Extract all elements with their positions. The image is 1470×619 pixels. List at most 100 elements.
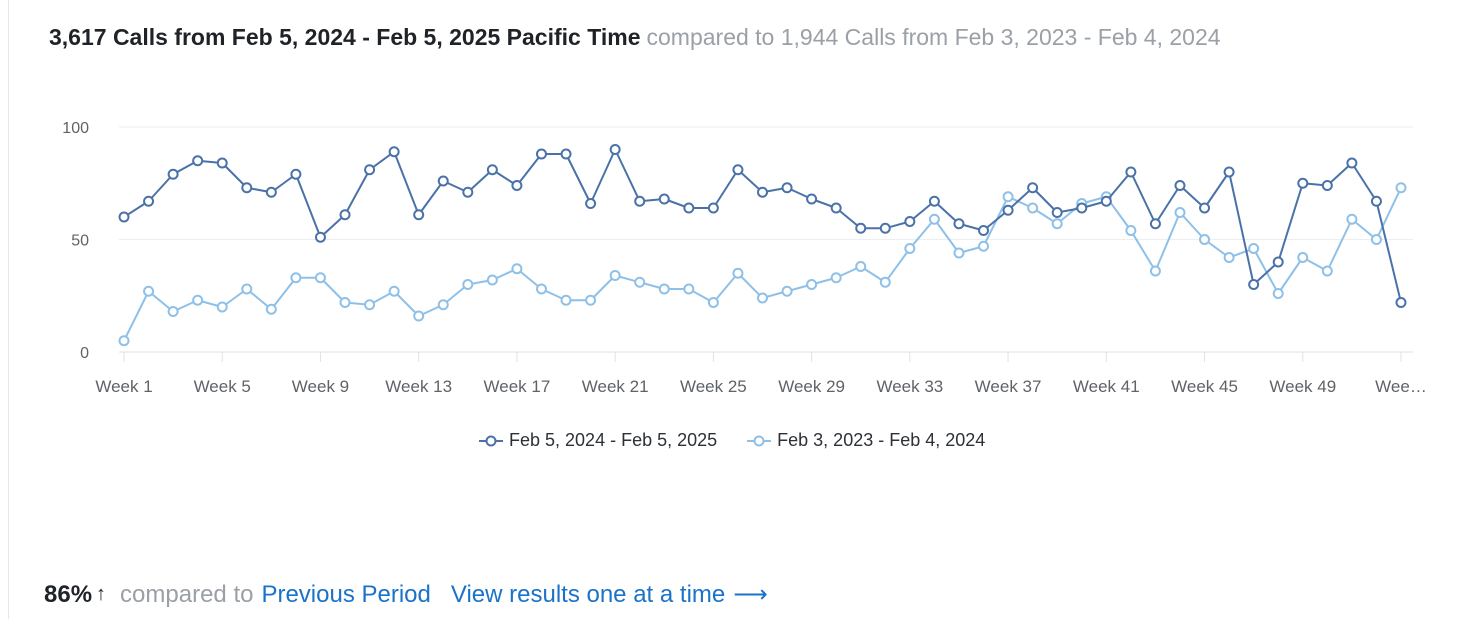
current-point-week-4[interactable] <box>192 155 204 167</box>
current-point-week-37[interactable] <box>1002 204 1014 216</box>
previous-point-week-11[interactable] <box>364 299 376 311</box>
current-point-week-48[interactable] <box>1272 256 1284 268</box>
previous-point-week-5[interactable] <box>216 301 228 313</box>
current-point-week-46[interactable] <box>1223 166 1235 178</box>
previous-point-week-47[interactable] <box>1248 243 1260 254</box>
current-point-week-26[interactable] <box>732 164 744 176</box>
current-point-week-30[interactable] <box>830 202 842 214</box>
current-point-week-20[interactable] <box>585 198 597 209</box>
previous-point-week-35[interactable] <box>953 247 965 259</box>
current-point-week-39[interactable] <box>1051 207 1063 218</box>
previous-point-week-43[interactable] <box>1149 265 1161 277</box>
previous-point-week-27[interactable] <box>757 292 768 304</box>
current-point-week-11[interactable] <box>364 164 376 176</box>
previous-point-week-9[interactable] <box>314 272 326 284</box>
current-point-week-36[interactable] <box>978 225 990 236</box>
previous-point-week-31[interactable] <box>855 261 867 272</box>
current-point-week-2[interactable] <box>143 195 155 207</box>
current-point-week-6[interactable] <box>241 182 253 194</box>
current-point-week-1[interactable] <box>118 211 130 223</box>
previous-point-week-32[interactable] <box>879 276 891 288</box>
previous-point-week-51[interactable] <box>1346 213 1358 225</box>
current-point-week-24[interactable] <box>683 202 695 214</box>
current-point-week-27[interactable] <box>757 186 768 198</box>
current-point-week-8[interactable] <box>290 168 302 180</box>
previous-point-week-16[interactable] <box>486 274 498 286</box>
legend-item-previous[interactable]: Feb 3, 2023 - Feb 4, 2024 <box>747 430 985 451</box>
current-point-week-9[interactable] <box>314 231 326 243</box>
previous-point-week-1[interactable] <box>118 335 130 347</box>
previous-point-week-4[interactable] <box>192 294 204 306</box>
previous-point-week-7[interactable] <box>265 303 277 315</box>
current-point-week-21[interactable] <box>609 144 621 155</box>
current-point-week-43[interactable] <box>1149 218 1161 230</box>
previous-point-week-22[interactable] <box>634 276 646 288</box>
previous-point-week-10[interactable] <box>339 297 351 308</box>
previous-point-week-6[interactable] <box>241 283 253 295</box>
previous-point-week-3[interactable] <box>167 306 179 317</box>
previous-point-week-15[interactable] <box>462 279 474 290</box>
current-point-week-22[interactable] <box>634 195 646 207</box>
arrow-right-icon[interactable]: ⟶ <box>733 581 768 608</box>
current-point-week-42[interactable] <box>1125 166 1137 178</box>
previous-point-week-48[interactable] <box>1272 288 1284 299</box>
previous-point-week-25[interactable] <box>707 297 719 308</box>
current-point-week-15[interactable] <box>462 186 474 198</box>
current-point-week-53[interactable] <box>1395 297 1407 308</box>
previous-point-week-18[interactable] <box>535 283 547 295</box>
current-point-week-19[interactable] <box>560 148 572 160</box>
previous-point-week-19[interactable] <box>560 294 572 306</box>
current-point-week-23[interactable] <box>658 193 670 205</box>
previous-point-week-52[interactable] <box>1370 234 1382 245</box>
previous-point-week-23[interactable] <box>658 283 670 295</box>
current-point-week-17[interactable] <box>511 180 523 191</box>
previous-point-week-2[interactable] <box>143 285 155 297</box>
previous-point-week-30[interactable] <box>830 272 842 284</box>
previous-point-week-17[interactable] <box>511 263 523 275</box>
current-point-week-40[interactable] <box>1076 202 1088 214</box>
current-point-week-28[interactable] <box>781 182 793 194</box>
previous-point-week-45[interactable] <box>1199 234 1211 245</box>
current-point-week-12[interactable] <box>388 146 400 158</box>
previous-point-week-38[interactable] <box>1027 202 1039 214</box>
current-point-week-14[interactable] <box>437 175 449 187</box>
previous-point-week-44[interactable] <box>1174 207 1186 218</box>
previous-point-week-36[interactable] <box>978 240 990 252</box>
previous-point-week-46[interactable] <box>1223 252 1235 263</box>
current-point-week-41[interactable] <box>1100 195 1112 207</box>
current-point-week-16[interactable] <box>486 164 498 176</box>
current-point-week-51[interactable] <box>1346 157 1358 169</box>
previous-point-week-34[interactable] <box>928 213 940 225</box>
current-point-week-13[interactable] <box>413 209 425 221</box>
current-point-week-50[interactable] <box>1321 180 1333 191</box>
current-point-week-52[interactable] <box>1370 195 1382 207</box>
current-point-week-29[interactable] <box>806 193 818 205</box>
previous-point-week-37[interactable] <box>1002 191 1014 203</box>
previous-point-week-53[interactable] <box>1395 182 1407 194</box>
current-point-week-34[interactable] <box>928 195 940 207</box>
previous-point-week-39[interactable] <box>1051 218 1063 230</box>
current-point-week-18[interactable] <box>535 148 547 160</box>
previous-point-week-29[interactable] <box>806 279 818 290</box>
current-point-week-49[interactable] <box>1297 177 1309 189</box>
legend-item-current[interactable]: Feb 5, 2024 - Feb 5, 2025 <box>479 430 717 451</box>
current-point-week-5[interactable] <box>216 157 228 169</box>
current-point-week-35[interactable] <box>953 218 965 230</box>
current-point-week-25[interactable] <box>707 202 719 214</box>
current-point-week-31[interactable] <box>855 222 867 234</box>
view-results-link[interactable]: View results one at a time <box>450 580 726 608</box>
previous-point-week-13[interactable] <box>413 310 425 322</box>
current-point-week-45[interactable] <box>1199 202 1211 214</box>
current-point-week-10[interactable] <box>339 209 351 221</box>
previous-point-week-26[interactable] <box>732 267 744 279</box>
current-point-week-7[interactable] <box>265 186 277 198</box>
previous-point-week-21[interactable] <box>609 270 621 281</box>
current-point-week-38[interactable] <box>1027 182 1039 194</box>
previous-point-week-28[interactable] <box>781 285 793 297</box>
current-point-week-44[interactable] <box>1174 180 1186 191</box>
previous-point-week-42[interactable] <box>1125 225 1137 236</box>
previous-point-week-33[interactable] <box>904 243 916 254</box>
current-point-week-47[interactable] <box>1248 279 1260 290</box>
previous-period-link[interactable]: Previous Period <box>261 580 431 608</box>
previous-point-week-49[interactable] <box>1297 252 1309 263</box>
